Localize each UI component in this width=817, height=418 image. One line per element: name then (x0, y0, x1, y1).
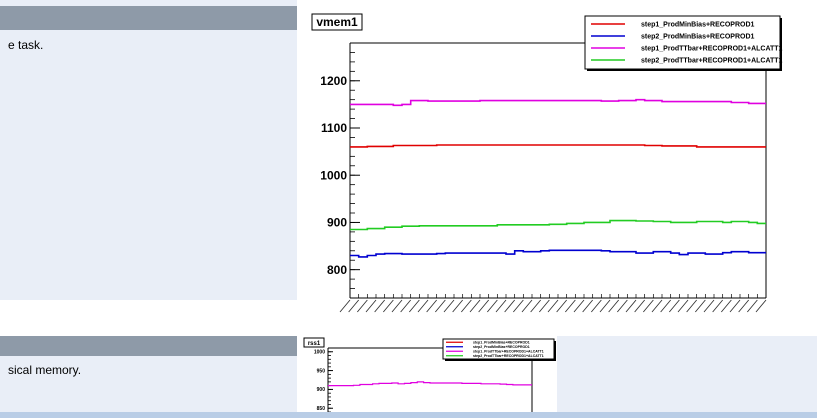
x-tick-label-mark (599, 299, 611, 313)
series-line-2 (350, 98, 766, 107)
legend-label-2: step1_ProdTTbar+RECOPROD1+ALCATT1 (473, 349, 544, 353)
x-tick-label-mark (382, 299, 394, 313)
x-tick-label-mark (512, 299, 524, 313)
info-panel-vmem: e task. (0, 0, 297, 300)
x-tick-label-mark (443, 299, 455, 313)
legend-label-1: step2_ProdMinBias+RECOPROD1 (641, 33, 754, 40)
x-tick-label-mark (408, 299, 420, 313)
x-tick-label-mark (668, 299, 680, 313)
x-tick-label-mark (720, 299, 732, 313)
x-tick-label-mark (538, 299, 550, 313)
bottom-scrollbar[interactable] (0, 412, 817, 418)
rss-side-fill (557, 336, 817, 412)
x-tick-label-mark (495, 299, 507, 313)
x-tick-label-mark (530, 299, 542, 313)
y-tick-label: 950 (317, 368, 326, 374)
x-tick-label-mark (703, 299, 715, 313)
chart-title-box (303, 337, 325, 348)
legend-label-3: step2_ProdTTbar+RECOPROD1+ALCATT1 (473, 354, 544, 358)
y-tick-label: 900 (317, 387, 326, 393)
x-tick-label-mark (590, 299, 602, 313)
x-tick-label-mark (452, 299, 464, 313)
rss-chart-svg: rss1 850 900 950 1000 step1_ProdMinBias+RECOP… (303, 337, 556, 413)
series-line-1 (350, 249, 766, 258)
y-tick-label: 850 (317, 406, 326, 412)
panel-header-rss (0, 336, 297, 356)
vmem-chart: vmem1 800 900 1000 1100 1200 step1_ProdMinBias… (300, 6, 800, 332)
x-tick-label-mark (712, 299, 724, 313)
x-tick-label-mark (391, 299, 403, 313)
x-tick-label-mark (677, 299, 689, 313)
x-tick-label-mark (556, 299, 568, 313)
x-tick-label-mark (573, 299, 585, 313)
x-tick-label-mark (746, 299, 758, 313)
x-tick-label-mark (625, 299, 637, 313)
chart-title: rss1 (308, 341, 321, 347)
x-tick-label-mark (365, 299, 377, 313)
x-tick-label-mark (651, 299, 663, 313)
legend-label-0: step1_ProdMinBias+RECOPROD1 (473, 340, 530, 344)
x-tick-label-mark (356, 299, 368, 313)
y-tick-label: 1100 (321, 121, 347, 135)
x-tick-label-mark (642, 299, 654, 313)
x-tick-label-mark (686, 299, 698, 313)
chart-title-box (311, 13, 363, 31)
x-tick-label-mark (547, 299, 559, 313)
x-tick-label-mark (486, 299, 498, 313)
x-tick-label-mark (521, 299, 533, 313)
panel-description-vmem: e task. (8, 38, 44, 52)
vmem-chart-svg: vmem1 800 900 1000 1100 1200 step1_ProdMinBias… (311, 13, 783, 313)
legend-label-2: step1_ProdTTbar+RECOPROD1+ALCATT1 (641, 45, 783, 52)
x-tick-label-mark (616, 299, 628, 313)
panel-header-vmem (0, 6, 297, 30)
series-line-2 (328, 381, 532, 387)
series-line-3 (350, 219, 766, 231)
x-tick-label-mark (694, 299, 706, 313)
x-tick-label-mark (608, 299, 620, 313)
y-tick-label: 1200 (320, 74, 347, 88)
x-tick-label-mark (504, 299, 516, 313)
x-tick-label-mark (738, 299, 750, 313)
x-tick-label-mark (400, 299, 412, 313)
x-tick-label-mark (434, 299, 446, 313)
legend-box (442, 338, 555, 360)
x-tick-label-mark (460, 299, 472, 313)
legend-label-1: step2_ProdMinBias+RECOPROD1 (473, 345, 530, 349)
x-tick-label-mark (660, 299, 672, 313)
y-tick-label: 900 (327, 216, 347, 230)
y-tick-label: 800 (327, 263, 347, 277)
y-tick-label: 1000 (314, 350, 325, 356)
x-tick-label-mark (582, 299, 594, 313)
x-tick-label-mark (469, 299, 481, 313)
x-tick-label-mark (339, 299, 351, 313)
panel-description-rss: sical memory. (8, 363, 82, 377)
series-line-0 (350, 144, 766, 148)
legend-label-0: step1_ProdMinBias+RECOPROD1 (641, 21, 754, 28)
x-tick-label-mark (374, 299, 386, 313)
x-tick-label-mark (634, 299, 646, 313)
x-tick-label-mark (348, 299, 360, 313)
y-tick-label: 1000 (320, 168, 347, 182)
chart-title: vmem1 (316, 15, 358, 29)
legend-label-3: step2_ProdTTbar+RECOPROD1+ALCATT1 (641, 57, 783, 64)
x-tick-label-mark (426, 299, 438, 313)
x-tick-label-mark (417, 299, 429, 313)
rss-chart: rss1 850 900 950 1000 step1_ProdMinBias+RECOP… (300, 336, 557, 413)
x-tick-label-mark (755, 299, 767, 313)
info-panel-rss: sical memory. (0, 336, 297, 412)
x-tick-label-mark (564, 299, 576, 313)
x-tick-label-mark (478, 299, 490, 313)
x-tick-label-mark (729, 299, 741, 313)
